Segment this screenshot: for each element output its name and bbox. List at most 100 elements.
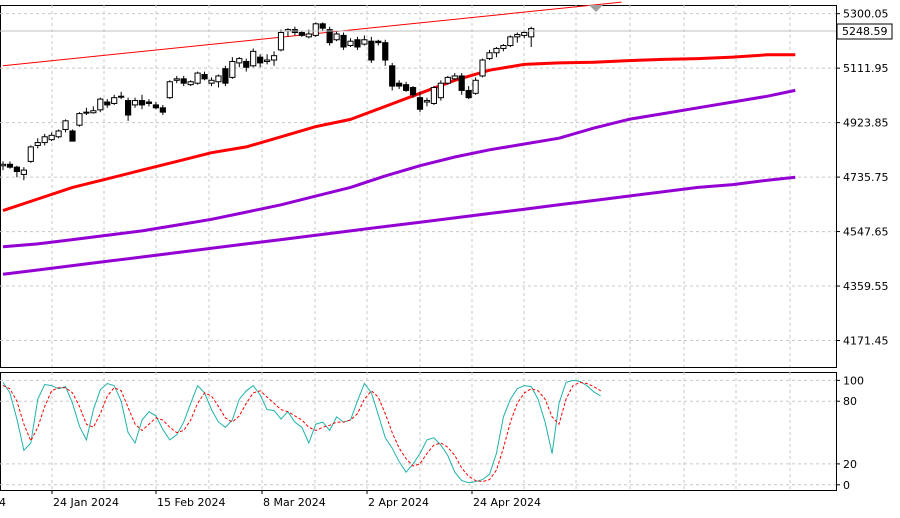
candle-body xyxy=(521,32,528,36)
candle-body xyxy=(194,72,201,84)
time-axis-tick-label: 15 Feb 2024 xyxy=(157,496,225,509)
candle-body xyxy=(528,28,535,38)
candle-body xyxy=(361,39,368,45)
candle-body xyxy=(111,97,118,104)
candle-body xyxy=(298,32,305,36)
candle-body xyxy=(13,166,20,173)
candle-body xyxy=(409,87,417,96)
candle-body xyxy=(76,113,83,126)
candle-body xyxy=(55,130,62,138)
candle-body xyxy=(166,81,173,99)
x-tick-partial: 4 xyxy=(0,496,6,509)
price-axis-tick-label: 5300.05 xyxy=(843,8,889,21)
candle-body xyxy=(340,34,347,48)
stochastic-lines xyxy=(2,379,601,484)
candle-body xyxy=(305,33,312,38)
candle-body xyxy=(229,60,236,78)
price-axis-tick-label: 4171.45 xyxy=(843,335,889,348)
stochastic-panel xyxy=(0,372,837,491)
candle-body xyxy=(138,100,146,106)
candle-body xyxy=(257,56,264,64)
candle-body xyxy=(423,100,431,103)
price-axis-tick-label: 4547.65 xyxy=(843,226,889,239)
candle-body xyxy=(319,23,326,29)
stochastic-axis: 100 80 20 0 xyxy=(836,374,864,492)
candle-body xyxy=(416,97,424,110)
stochastic-panel-frame xyxy=(0,372,837,491)
candle-body xyxy=(0,163,7,167)
price-axis: 5300.05 5111.95 4923.85 4735.75 4547.65 4359.… xyxy=(836,8,889,348)
candle-body xyxy=(375,40,382,44)
candle-body xyxy=(250,50,257,67)
candle-body xyxy=(118,95,125,98)
candle-body xyxy=(368,40,375,61)
candle-body xyxy=(236,58,243,64)
candle-body xyxy=(20,169,27,175)
price-indicator-line-0 xyxy=(2,53,796,213)
candle-body xyxy=(472,79,479,94)
candle-body xyxy=(41,136,48,144)
price-indicator-lines xyxy=(2,1,796,276)
candle-body xyxy=(277,32,285,51)
time-axis-tick-label: 24 Jan 2024 xyxy=(53,496,119,509)
candle-body xyxy=(215,75,222,83)
candle-body xyxy=(201,74,208,80)
candle-body xyxy=(451,75,458,80)
stochastic-grid xyxy=(0,372,836,490)
candle-body xyxy=(69,130,76,142)
price-axis-tick-label: 4735.75 xyxy=(843,171,889,184)
candle-body xyxy=(507,36,514,47)
stochastic-axis-tick-label: 100 xyxy=(843,374,864,387)
stochastic-axis-tick-label: 80 xyxy=(843,395,857,408)
candle-body xyxy=(180,78,187,84)
candle-body xyxy=(264,59,271,62)
candle-body xyxy=(173,78,180,81)
price-indicator-line-1 xyxy=(2,88,796,249)
candle-body xyxy=(333,33,340,41)
candle-body xyxy=(396,82,403,87)
stochastic-signal-line xyxy=(2,381,601,483)
candle-body xyxy=(90,110,97,114)
candle-body xyxy=(403,84,410,91)
time-axis-tick-label: 8 Mar 2024 xyxy=(263,496,326,509)
stochastic-axis-tick-label: 0 xyxy=(843,479,850,492)
candle-body xyxy=(430,87,437,104)
candle-body xyxy=(500,45,507,49)
candle-body xyxy=(97,98,104,111)
candle-body xyxy=(493,47,500,54)
candle-body xyxy=(222,68,229,84)
candle-body xyxy=(514,34,521,38)
candle-body xyxy=(6,163,14,168)
candle-body xyxy=(444,76,451,84)
current-price-label: 5248.59 xyxy=(842,25,888,38)
chart-shift-marker-icon xyxy=(589,5,603,12)
candle-body xyxy=(187,81,194,86)
candle-body xyxy=(270,55,278,61)
price-axis-tick-label: 4359.55 xyxy=(843,280,889,293)
time-axis-tick-label: 2 Apr 2024 xyxy=(368,496,429,509)
candle-body xyxy=(125,100,132,116)
candle-body xyxy=(145,101,153,104)
candle-body xyxy=(208,79,215,84)
candle-body xyxy=(243,60,250,68)
candle-body xyxy=(312,23,319,36)
price-indicator-line-3 xyxy=(2,1,622,67)
candle-body xyxy=(48,134,55,141)
price-panel xyxy=(0,1,837,368)
candle-body xyxy=(83,111,90,114)
price-axis-tick-label: 5111.95 xyxy=(843,62,889,75)
candle-body xyxy=(326,29,333,44)
candle-body xyxy=(389,65,396,87)
time-axis: 4 24 Jan 2024 15 Feb 2024 8 Mar 2024 2 Apr … xyxy=(0,490,541,509)
candle-body xyxy=(159,107,166,113)
candle-body xyxy=(486,52,493,60)
price-candles xyxy=(0,22,535,181)
candle-body xyxy=(104,101,111,106)
candle-body xyxy=(465,89,472,99)
stochastic-axis-tick-label: 20 xyxy=(843,458,857,471)
stochastic-main-line xyxy=(2,379,601,484)
candle-body xyxy=(34,142,41,146)
candle-body xyxy=(62,120,69,131)
candle-body xyxy=(437,82,444,99)
time-axis-tick-label: 24 Apr 2024 xyxy=(473,496,541,509)
